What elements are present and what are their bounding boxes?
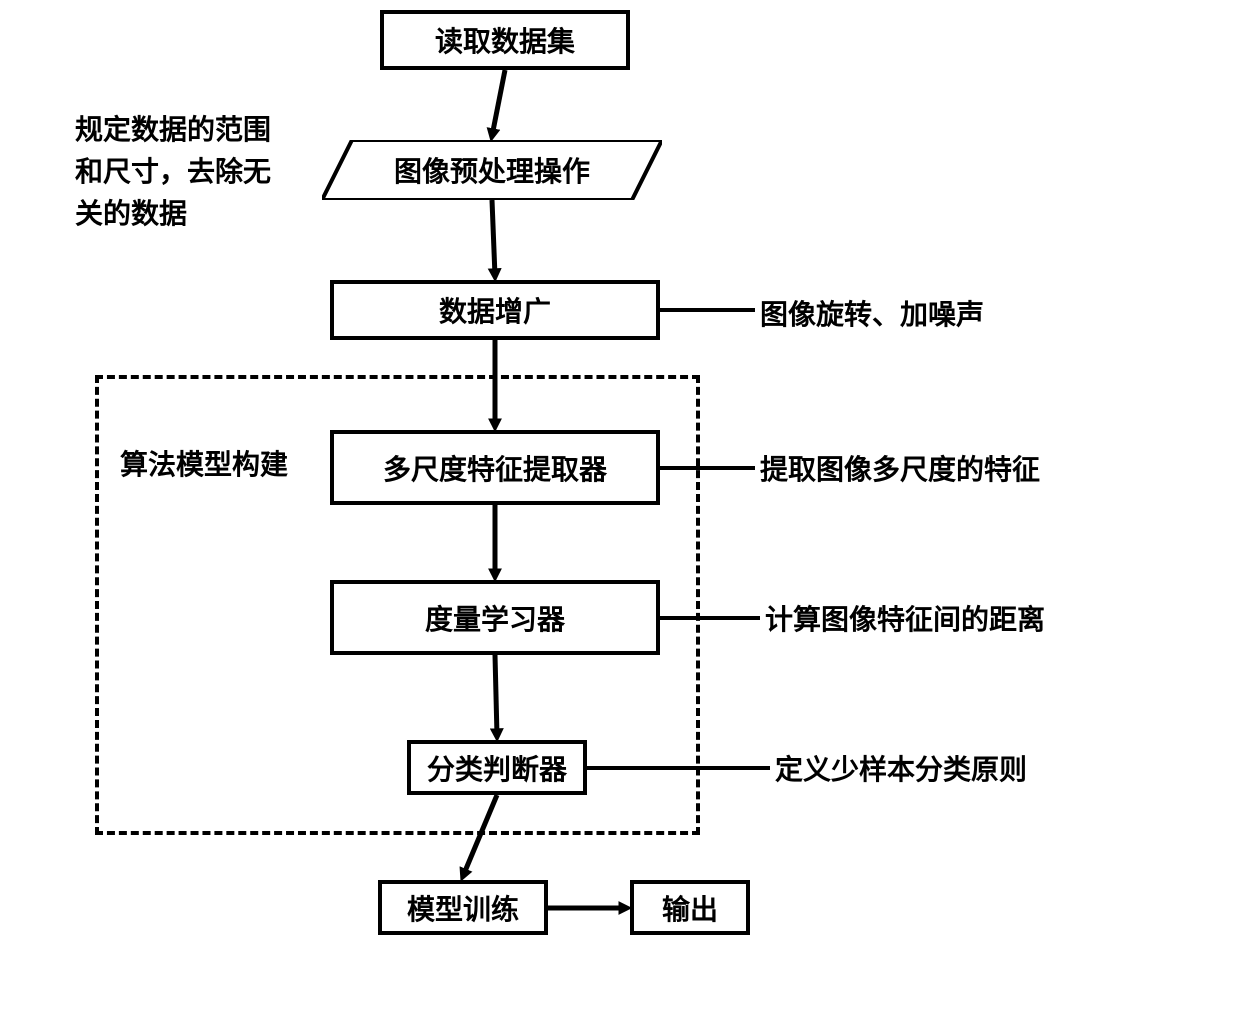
flow-node-label: 度量学习器 (425, 598, 565, 638)
connector-n6 (582, 763, 775, 773)
arrow-n6-n7 (443, 775, 517, 896)
annotation-a_right6: 定义少样本分类原则 (775, 750, 1075, 792)
arrow-n3-n4 (475, 320, 515, 446)
annotation-a_right4: 提取图像多尺度的特征 (760, 450, 1080, 492)
connector-n5 (655, 613, 765, 623)
arrow-n1-n2 (472, 50, 525, 156)
arrow-n2-n3 (472, 180, 515, 296)
connector-n3 (655, 305, 760, 315)
arrow-n7-n8 (528, 888, 646, 928)
annotation-a_right5: 计算图像特征间的距离 (765, 600, 1085, 642)
flow-node-label: 多尺度特征提取器 (383, 448, 607, 488)
annotation-a_left1: 规定数据的范围 和尺寸，去除无 关的数据 (75, 110, 320, 236)
arrow-n4-n5 (475, 485, 515, 596)
annotation-a_right3: 图像旋转、加噪声 (760, 295, 1040, 337)
annotation-a_model: 算法模型构建 (120, 445, 320, 487)
arrow-n5-n6 (475, 635, 517, 756)
flow-node-n8: 输出 (630, 880, 750, 935)
flow-node-label: 输出 (662, 888, 718, 928)
flowchart-canvas: 读取数据集图像预处理操作数据增广多尺度特征提取器度量学习器分类判断器模型训练输出… (0, 0, 1240, 1025)
connector-n4 (655, 463, 760, 473)
